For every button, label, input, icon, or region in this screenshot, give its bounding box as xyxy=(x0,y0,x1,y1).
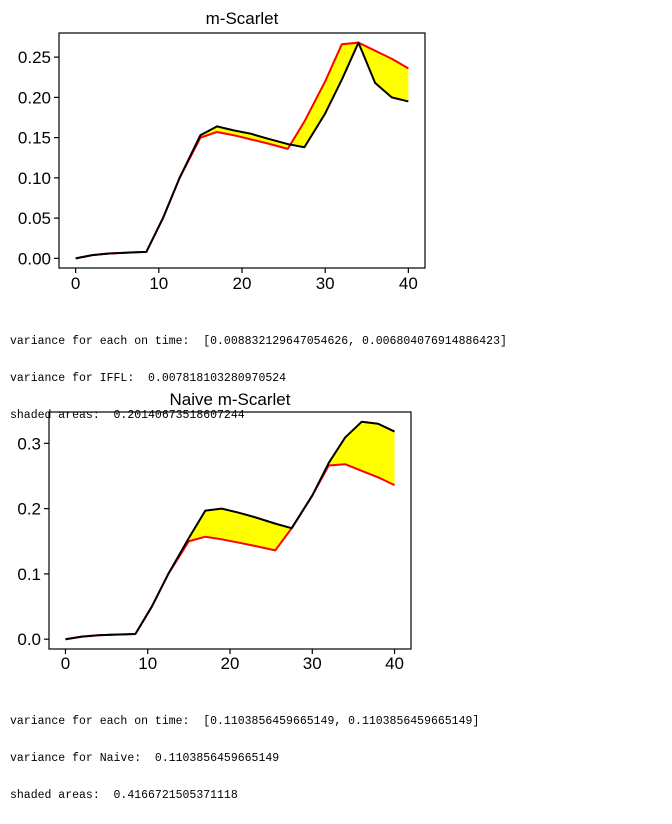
x-tick-label: 10 xyxy=(149,274,168,293)
series-line-black xyxy=(65,420,395,641)
y-tick-label: 0.00 xyxy=(18,249,51,268)
x-tick-label: 0 xyxy=(61,654,70,673)
y-tick-label: 0.1 xyxy=(17,565,41,584)
y-tick-label: 0.15 xyxy=(18,129,51,148)
chart-title: m-Scarlet xyxy=(206,9,279,28)
y-tick-label: 0.10 xyxy=(18,169,51,188)
chart-naive-m-scarlet: Naive m-Scarlet 0 10 20 30 40 0.0 0.1 0.2 0.3 xyxy=(17,390,412,673)
y-tick-label: 0.3 xyxy=(17,434,41,453)
shaded-area xyxy=(75,42,409,259)
y-tick-label: 0.20 xyxy=(18,88,51,107)
x-tick-label: 30 xyxy=(303,654,322,673)
y-tick-label: 0.0 xyxy=(17,630,41,649)
x-tick-label: 20 xyxy=(233,274,252,293)
y-tick-label: 0.05 xyxy=(18,209,51,228)
variance-iffl-line: variance for IFFL: 0.007818103280970524 xyxy=(10,371,287,385)
y-tick-label: 0.25 xyxy=(18,48,51,67)
output-text-1: variance for each on time: [0.0088321296… xyxy=(10,314,507,444)
shaded-areas-line: shaded areas: 0.4166721505371118 xyxy=(10,788,238,802)
variance-each-line: variance for each on time: [0.1103856459… xyxy=(10,714,480,728)
series-line-red xyxy=(65,463,395,641)
x-tick-label: 40 xyxy=(399,274,418,293)
x-tick-label: 40 xyxy=(385,654,404,673)
x-tick-label: 0 xyxy=(71,274,80,293)
variance-each-line: variance for each on time: [0.0088321296… xyxy=(10,334,507,348)
series-line-red xyxy=(75,41,409,260)
chart-title: Naive m-Scarlet xyxy=(170,390,291,409)
output-text-2: variance for each on time: [0.1103856459… xyxy=(10,694,479,824)
x-tick-label: 30 xyxy=(316,274,335,293)
variance-naive-line: variance for Naive: 0.1103856459665149 xyxy=(10,751,280,765)
x-tick-label: 20 xyxy=(221,654,240,673)
y-tick-label: 0.2 xyxy=(17,500,41,519)
chart-m-scarlet: m-Scarlet 0 10 20 30 40 0.00 0.05 0.10 0.15 0.20 0.… xyxy=(18,9,426,293)
shaded-area xyxy=(65,421,395,640)
x-tick-label: 10 xyxy=(138,654,157,673)
series-line-black xyxy=(75,41,409,260)
